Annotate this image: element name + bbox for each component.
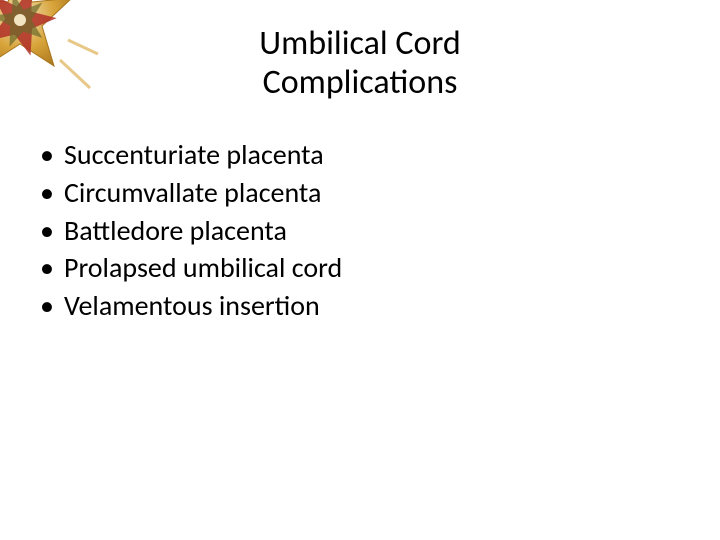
list-item: • Succenturiate placenta	[40, 136, 342, 174]
title-line-2: Complications	[0, 63, 720, 102]
list-item: • Velamentous insertion	[40, 287, 342, 325]
list-item: • Circumvallate placenta	[40, 174, 342, 212]
bullet-marker: •	[40, 249, 64, 287]
bullet-text: Battledore placenta	[64, 212, 287, 250]
bullet-marker: •	[40, 287, 64, 325]
title-line-1: Umbilical Cord	[0, 24, 720, 63]
list-item: • Prolapsed umbilical cord	[40, 249, 342, 287]
bullet-marker: •	[40, 174, 64, 212]
slide: Umbilical Cord Complications • Succentur…	[0, 0, 720, 540]
bullet-text: Prolapsed umbilical cord	[64, 249, 342, 287]
bullet-text: Velamentous insertion	[64, 287, 320, 325]
bullet-marker: •	[40, 136, 64, 174]
bullet-text: Circumvallate placenta	[64, 174, 321, 212]
bullet-marker: •	[40, 212, 64, 250]
list-item: • Battledore placenta	[40, 212, 342, 250]
slide-title: Umbilical Cord Complications	[0, 24, 720, 102]
bullet-list: • Succenturiate placenta • Circumvallate…	[40, 136, 342, 325]
bullet-text: Succenturiate placenta	[64, 136, 324, 174]
